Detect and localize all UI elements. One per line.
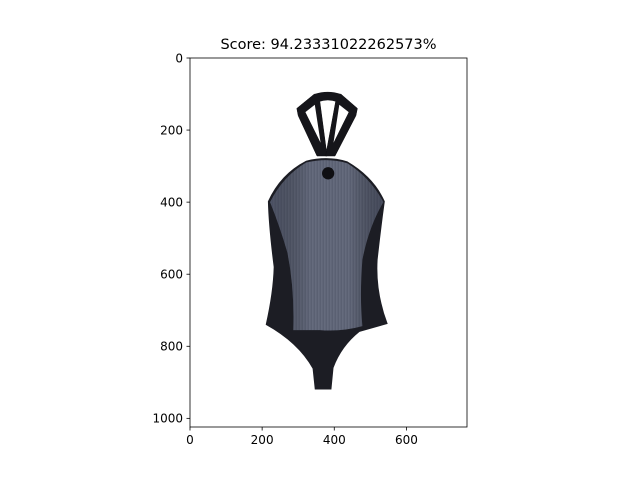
y-tick-label: 800 xyxy=(160,340,183,354)
keyhole-ring xyxy=(322,167,335,180)
halter-gap-left xyxy=(305,104,321,143)
y-tick-label: 400 xyxy=(160,195,183,209)
halter-gap-right xyxy=(333,104,349,143)
garment-image xyxy=(265,91,388,390)
chart-title: Score: 94.23331022262573% xyxy=(220,37,436,53)
y-tick-label: 1000 xyxy=(152,412,183,426)
y-tick-label: 200 xyxy=(160,123,183,137)
garment-panel-shading xyxy=(270,160,384,331)
x-tick-label: 400 xyxy=(323,433,346,447)
x-axis: 0 200 400 600 xyxy=(186,427,418,447)
y-tick-label: 600 xyxy=(160,268,183,282)
axes-frame xyxy=(189,57,468,428)
y-axis: 0 200 400 600 800 1000 xyxy=(152,51,190,426)
y-tick-label: 0 xyxy=(175,51,183,65)
x-tick-label: 600 xyxy=(395,433,418,447)
x-tick-label: 0 xyxy=(186,433,194,447)
halter-neck-loop xyxy=(314,91,341,102)
x-tick-label: 200 xyxy=(251,433,274,447)
